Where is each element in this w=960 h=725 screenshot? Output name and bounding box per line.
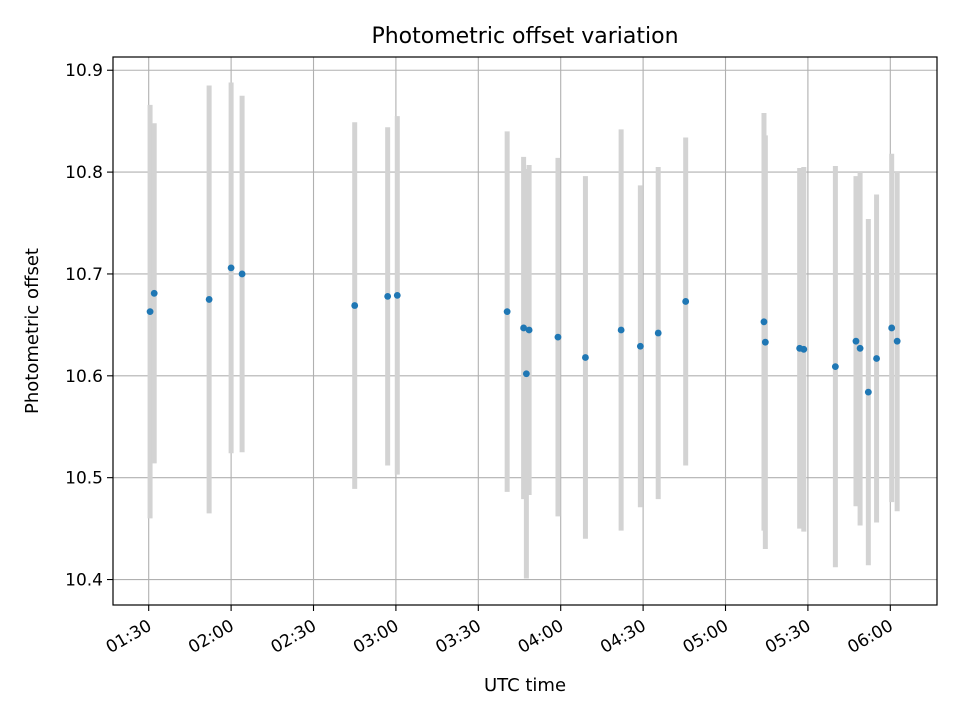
data-point	[873, 355, 880, 362]
data-point	[351, 302, 359, 309]
data-point	[393, 291, 401, 299]
data-point	[227, 264, 235, 272]
y-tick-label: 10.7	[65, 265, 103, 285]
data-point	[864, 388, 872, 396]
data-point	[893, 337, 901, 345]
data-point	[682, 298, 690, 305]
data-point	[582, 354, 589, 361]
data-point	[856, 344, 864, 352]
data-point	[760, 318, 768, 326]
data-point	[520, 324, 528, 332]
data-point	[761, 338, 769, 346]
data-point	[831, 363, 839, 371]
y-axis-label: Photometric offset	[22, 248, 43, 414]
y-tick-label: 10.4	[65, 571, 103, 591]
data-points	[146, 264, 901, 396]
y-tick-label: 10.8	[65, 163, 103, 183]
data-point	[617, 326, 625, 334]
data-point	[205, 296, 213, 303]
data-point	[852, 337, 860, 345]
y-tick-label: 10.5	[65, 469, 103, 489]
data-point	[636, 342, 644, 350]
data-point	[888, 324, 896, 332]
plot-frame	[112, 56, 938, 606]
data-point	[238, 270, 246, 278]
chart-title: Photometric offset variation	[371, 24, 678, 49]
y-axis-ticks: 10.4 10.5 10.6 10.7 10.8 10.9	[65, 61, 113, 591]
data-point	[150, 289, 158, 297]
data-point	[654, 329, 662, 337]
y-tick-label: 10.9	[65, 61, 103, 81]
y-tick-label: 10.6	[65, 367, 103, 387]
data-point	[384, 292, 392, 300]
x-axis-label: UTC time	[484, 675, 566, 696]
data-point	[800, 345, 808, 353]
data-point	[503, 308, 511, 316]
data-point	[522, 370, 530, 378]
data-point	[554, 333, 562, 341]
data-point	[525, 326, 533, 334]
data-point	[146, 308, 154, 316]
